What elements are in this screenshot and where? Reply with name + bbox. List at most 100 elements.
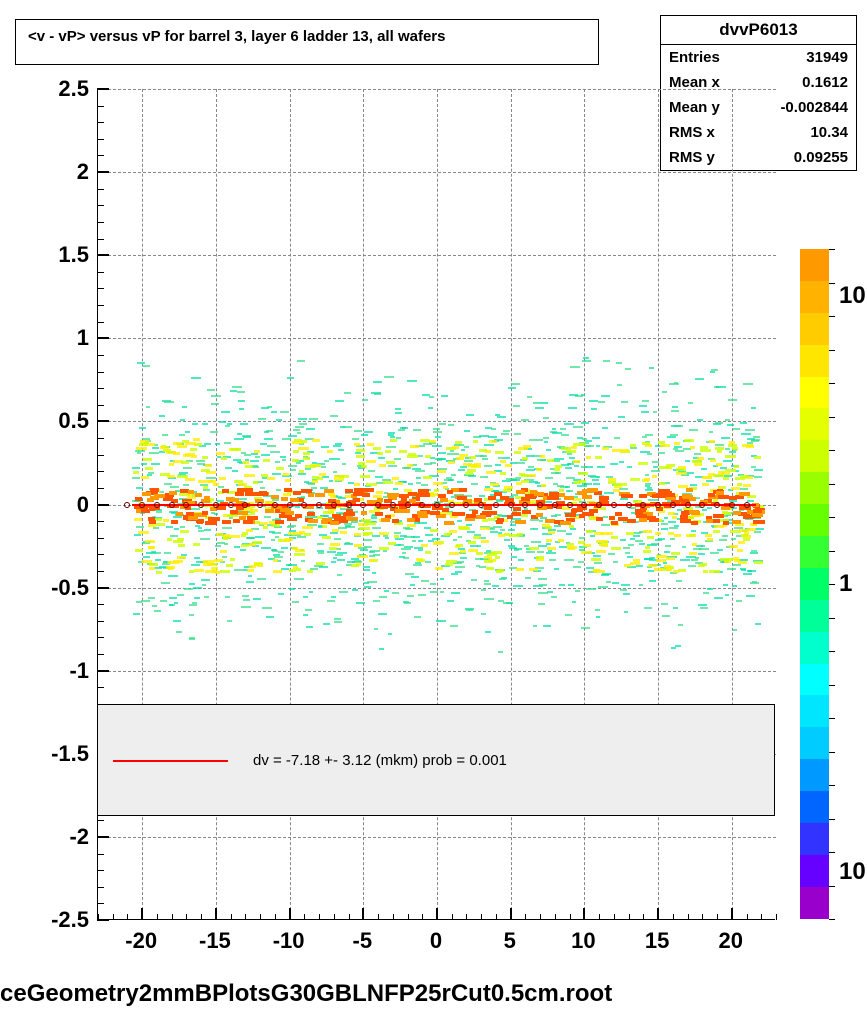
scatter-outer <box>670 538 675 540</box>
y-minor-tick <box>98 338 104 339</box>
scatter-mid <box>659 482 665 485</box>
scatter-outer <box>644 607 653 609</box>
fit-marker <box>478 502 484 508</box>
scatter-mid <box>558 539 564 542</box>
scatter-outer <box>440 578 444 580</box>
scatter-outer <box>356 602 365 604</box>
scatter-core <box>482 511 494 515</box>
scatter-outer <box>639 405 647 407</box>
colorbar-tick <box>829 919 835 920</box>
scatter-core <box>708 493 716 497</box>
scatter-mid <box>540 455 545 458</box>
scatter-mid <box>705 534 711 537</box>
scatter-outer <box>339 591 348 593</box>
scatter-outer <box>316 507 323 509</box>
colorbar-tick <box>829 283 835 284</box>
scatter-mid <box>448 461 455 464</box>
colorbar-segment <box>800 727 829 759</box>
scatter-core <box>408 492 417 496</box>
x-minor-tick <box>540 914 541 920</box>
fit-marker <box>449 502 455 508</box>
scatter-core <box>512 512 521 516</box>
scatter-outer <box>620 589 627 591</box>
scatter-outer <box>633 535 640 537</box>
scatter-core <box>513 507 521 511</box>
scatter-outer <box>169 604 173 606</box>
scatter-outer <box>664 551 670 553</box>
x-minor-tick <box>570 914 571 920</box>
scatter-core <box>135 497 142 501</box>
scatter-outer <box>335 443 342 445</box>
scatter-core <box>500 496 509 500</box>
scatter-outer <box>618 416 625 418</box>
scatter-outer <box>581 422 588 424</box>
scatter-outer <box>288 465 298 467</box>
scatter-outer <box>182 406 187 408</box>
scatter-mid <box>645 546 651 549</box>
scatter-mid <box>566 450 575 453</box>
y-minor-tick <box>98 837 104 838</box>
scatter-outer <box>183 484 190 486</box>
scatter-mid <box>340 531 347 534</box>
y-tick-label: 2.5 <box>37 76 89 102</box>
scatter-outer <box>655 539 662 541</box>
scatter-outer <box>670 434 677 436</box>
scatter-outer <box>751 466 756 468</box>
scatter-outer <box>241 452 247 454</box>
stats-name: dvvP6013 <box>661 16 856 45</box>
y-minor-tick <box>98 405 104 406</box>
scatter-outer <box>177 594 184 596</box>
y-minor-tick <box>98 388 104 389</box>
y-minor-tick <box>98 854 104 855</box>
plot-title: <v - vP> versus vP for barrel 3, layer 6… <box>28 28 445 45</box>
scatter-mid <box>407 524 416 527</box>
scatter-outer <box>596 445 600 447</box>
scatter-mid <box>716 463 722 466</box>
scatter-mid <box>456 457 464 460</box>
scatter-mid <box>449 530 457 533</box>
y-tick-label: 0.5 <box>37 408 89 434</box>
scatter-mid <box>703 570 708 573</box>
scatter-mid <box>259 522 269 525</box>
scatter-outer <box>661 528 668 530</box>
scatter-outer <box>621 584 630 586</box>
scatter-outer <box>548 550 552 552</box>
scatter-outer <box>192 602 198 604</box>
scatter-mid <box>156 523 165 526</box>
plot-title-box: <v - vP> versus vP for barrel 3, layer 6… <box>15 19 599 65</box>
scatter-outer <box>255 456 260 458</box>
scatter-outer <box>203 489 210 491</box>
scatter-core <box>639 494 647 498</box>
y-minor-tick <box>98 604 104 605</box>
scatter-outer <box>448 424 454 426</box>
scatter-outer <box>616 362 623 364</box>
scatter-core <box>507 515 514 519</box>
scatter-outer <box>481 589 486 591</box>
scatter-core <box>324 489 333 493</box>
stats-rmsx-value: 10.34 <box>810 124 848 141</box>
scatter-mid <box>263 459 270 462</box>
scatter-outer <box>164 483 172 485</box>
scatter-mid <box>611 536 618 539</box>
scatter-outer <box>204 443 210 445</box>
scatter-outer <box>374 628 378 630</box>
scatter-outer <box>418 540 424 542</box>
scatter-mid <box>354 544 362 547</box>
scatter-outer <box>388 633 392 635</box>
x-tick-label: 0 <box>411 928 461 954</box>
scatter-outer <box>323 623 330 625</box>
scatter-core <box>401 497 407 501</box>
y-minor-tick <box>98 554 104 555</box>
scatter-outer <box>546 449 552 451</box>
scatter-mid <box>664 565 671 568</box>
scatter-outer <box>577 437 583 439</box>
scatter-outer <box>289 588 295 590</box>
scatter-mid <box>207 563 218 566</box>
scatter-mid <box>694 463 701 466</box>
scatter-core <box>663 493 673 497</box>
x-tick-label: -5 <box>337 928 387 954</box>
y-minor-tick <box>98 305 104 306</box>
scatter-mid <box>747 528 756 531</box>
colorbar-segment <box>800 791 829 823</box>
scatter-core <box>245 492 257 496</box>
